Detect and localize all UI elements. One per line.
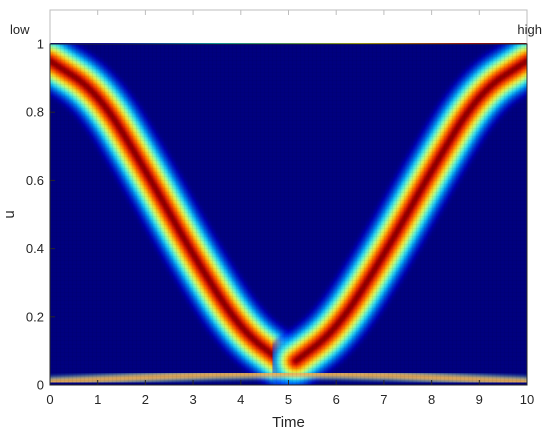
colorbar: low high (10, 9, 542, 45)
y-axis-title: u (1, 210, 18, 218)
x-tick-label: 0 (46, 392, 53, 407)
x-axis: 0 1 2 3 4 5 6 7 8 9 10 (46, 380, 534, 407)
plot-area (49, 43, 528, 386)
x-tick-label: 2 (142, 392, 149, 407)
y-tick-label: 0.2 (26, 309, 44, 324)
mesh-overlay (50, 44, 527, 385)
y-tick-label: 1 (37, 37, 44, 52)
x-tick-label: 5 (285, 392, 292, 407)
x-tick-label: 7 (380, 392, 387, 407)
y-tick-label: 0.8 (26, 105, 44, 120)
x-tick-label: 10 (520, 392, 534, 407)
y-axis: 0 0.2 0.4 0.6 0.8 1 (26, 37, 55, 393)
colorbar-high-label: high (517, 22, 542, 37)
x-tick-label: 4 (237, 392, 244, 407)
y-tick-label: 0 (37, 378, 44, 393)
x-tick-label: 9 (476, 392, 483, 407)
x-tick-label: 1 (94, 392, 101, 407)
colorbar-low-label: low (10, 22, 30, 37)
x-tick-label: 6 (333, 392, 340, 407)
y-tick-label: 0.6 (26, 173, 44, 188)
y-tick-label: 0.4 (26, 241, 44, 256)
colorbar-fill (50, 10, 527, 43)
x-axis-title: Time (272, 414, 305, 431)
x-tick-label: 8 (428, 392, 435, 407)
x-tick-label: 3 (189, 392, 196, 407)
